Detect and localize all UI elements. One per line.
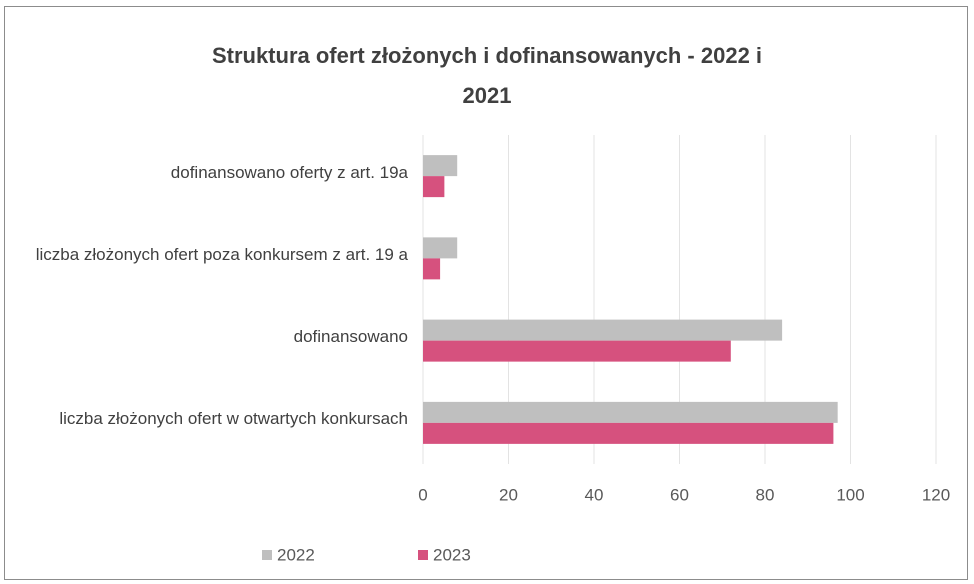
y-tick-label: dofinansowano — [294, 323, 408, 350]
bar — [423, 176, 445, 198]
chart-frame — [4, 6, 968, 580]
bar — [423, 422, 834, 444]
x-tick-label: 60 — [670, 485, 689, 504]
x-tick-label: 0 — [418, 485, 427, 504]
x-tick-label: 100 — [836, 485, 864, 504]
category-label: liczba złożonych ofert w otwartych konku… — [59, 409, 408, 429]
bar — [423, 319, 783, 341]
x-tick-label: 40 — [585, 485, 604, 504]
y-tick-label: liczba złożonych ofert w otwartych konku… — [59, 405, 408, 432]
legend-label: 2023 — [433, 545, 471, 564]
bar — [423, 237, 458, 259]
bar — [423, 401, 838, 423]
y-tick-label: liczba złożonych ofert poza konkursem z … — [36, 241, 408, 268]
category-label: dofinansowano oferty z art. 19a — [170, 162, 408, 182]
bar — [423, 258, 441, 280]
bar — [423, 155, 458, 177]
y-tick-label: dofinansowano oferty z art. 19a — [171, 159, 408, 186]
category-label: liczba złożonych ofert poza konkursem z … — [35, 244, 408, 264]
legend-swatch — [418, 550, 428, 560]
x-tick-label: 20 — [499, 485, 518, 504]
legend-label: 2022 — [277, 545, 315, 564]
chart-title: Struktura ofert złożonych i dofinansowan… — [211, 43, 763, 108]
category-label: dofinansowano — [293, 327, 408, 347]
bar — [423, 340, 731, 362]
x-tick-label: 80 — [756, 485, 775, 504]
legend-swatch — [262, 550, 272, 560]
x-tick-label: 120 — [922, 485, 950, 504]
